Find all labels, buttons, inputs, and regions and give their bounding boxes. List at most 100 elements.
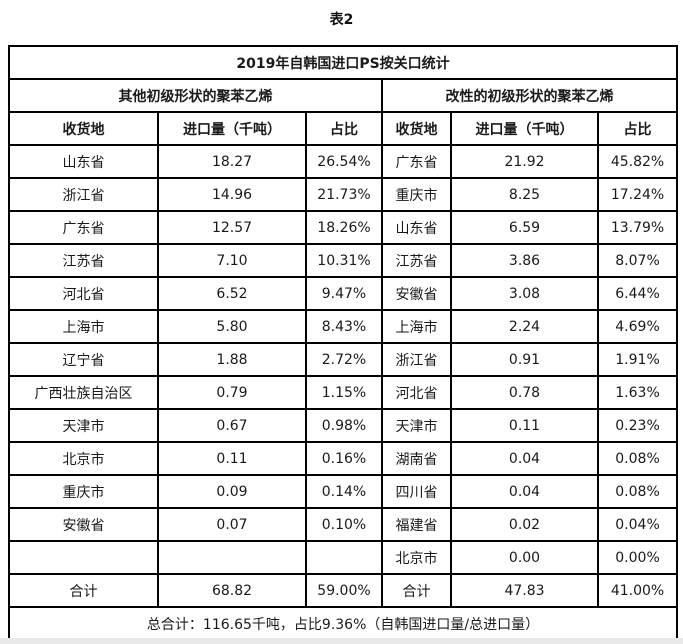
- left-share-cell: 0.98%: [305, 408, 383, 443]
- table-caption: 表2: [329, 12, 354, 28]
- right-region-cell: 四川省: [381, 474, 452, 509]
- right-share-cell: 0.00%: [596, 540, 679, 575]
- right-share-cell: 0.08%: [596, 441, 679, 476]
- right-region-cell: 天津市: [381, 408, 452, 443]
- right-share-cell: 1.91%: [596, 342, 679, 377]
- right-volume-cell: 0.02: [450, 507, 599, 542]
- left-volume-cell: 1.88: [157, 342, 307, 377]
- table-row: 江苏省 7.10 10.31% 江苏省 3.86 8.07%: [8, 243, 679, 278]
- table-row: 上海市 5.80 8.43% 上海市 2.24 4.69%: [8, 309, 679, 344]
- section-header-left: 其他初级形状的聚苯乙烯: [8, 78, 383, 113]
- left-region-cell: [8, 540, 159, 575]
- total-row: 合计 68.82 59.00% 合计 47.83 41.00%: [8, 573, 679, 608]
- table-row: 天津市 0.67 0.98% 天津市 0.11 0.23%: [8, 408, 679, 443]
- left-region-cell: 天津市: [8, 408, 159, 443]
- col-header-volume-right: 进口量（千吨）: [450, 111, 599, 146]
- left-volume-cell: 14.96: [157, 177, 307, 212]
- left-volume-cell: 0.11: [157, 441, 307, 476]
- right-volume-cell: 3.08: [450, 276, 599, 311]
- left-volume-cell: 0.79: [157, 375, 307, 410]
- table-row: 重庆市 0.09 0.14% 四川省 0.04 0.08%: [8, 474, 679, 509]
- left-share-cell: 2.72%: [305, 342, 383, 377]
- total-label-left: 合计: [8, 573, 159, 608]
- left-volume-cell: 0.09: [157, 474, 307, 509]
- left-region-cell: 辽宁省: [8, 342, 159, 377]
- table-row: 河北省 6.52 9.47% 安徽省 3.08 6.44%: [8, 276, 679, 311]
- left-share-cell: [305, 540, 383, 575]
- right-volume-cell: 0.04: [450, 474, 599, 509]
- right-volume-cell: 0.11: [450, 408, 599, 443]
- page-bottom-edge: [0, 638, 683, 644]
- right-volume-cell: 0.04: [450, 441, 599, 476]
- col-header-region-left: 收货地: [8, 111, 159, 146]
- right-share-cell: 13.79%: [596, 210, 679, 245]
- right-volume-cell: 2.24: [450, 309, 599, 344]
- table-row: 广东省 12.57 18.26% 山东省 6.59 13.79%: [8, 210, 679, 245]
- left-share-cell: 9.47%: [305, 276, 383, 311]
- right-share-cell: 0.08%: [596, 474, 679, 509]
- right-region-cell: 河北省: [381, 375, 452, 410]
- table-title: 2019年自韩国进口PS按关口统计: [7, 45, 679, 80]
- section-header-right: 改性的初级形状的聚苯乙烯: [380, 78, 679, 113]
- total-volume-left: 68.82: [157, 573, 307, 608]
- right-region-cell: 浙江省: [381, 342, 452, 377]
- right-share-cell: 0.04%: [596, 507, 679, 542]
- right-region-cell: 江苏省: [381, 243, 452, 278]
- right-share-cell: 8.07%: [596, 243, 679, 278]
- total-label-right: 合计: [381, 573, 452, 608]
- left-region-cell: 江苏省: [8, 243, 159, 278]
- left-volume-cell: 18.27: [157, 144, 307, 179]
- right-volume-cell: 0.78: [450, 375, 599, 410]
- right-region-cell: 福建省: [381, 507, 452, 542]
- right-share-cell: 45.82%: [596, 144, 679, 179]
- left-share-cell: 26.54%: [305, 144, 383, 179]
- left-volume-cell: 6.52: [157, 276, 307, 311]
- left-volume-cell: 7.10: [157, 243, 307, 278]
- right-region-cell: 山东省: [381, 210, 452, 245]
- left-share-cell: 0.10%: [305, 507, 383, 542]
- total-share-left: 59.00%: [305, 573, 383, 608]
- right-share-cell: 4.69%: [596, 309, 679, 344]
- right-region-cell: 广东省: [381, 144, 452, 179]
- table-row: 广西壮族自治区 0.79 1.15% 河北省 0.78 1.63%: [8, 375, 679, 410]
- grand-total-text: 总合计：116.65千吨，占比9.36%（自韩国进口量/总进口量）: [7, 606, 679, 641]
- right-share-cell: 0.23%: [596, 408, 679, 443]
- col-header-share-left: 占比: [305, 111, 383, 146]
- left-region-cell: 北京市: [8, 441, 159, 476]
- table-row: 浙江省 14.96 21.73% 重庆市 8.25 17.24%: [8, 177, 679, 212]
- ps-import-stats-table: 2019年自韩国进口PS按关口统计 其他初级形状的聚苯乙烯 改性的初级形状的聚苯…: [7, 45, 679, 641]
- left-share-cell: 18.26%: [305, 210, 383, 245]
- left-share-cell: 0.14%: [305, 474, 383, 509]
- right-share-cell: 17.24%: [596, 177, 679, 212]
- table-row: 安徽省 0.07 0.10% 福建省 0.02 0.04%: [8, 507, 679, 542]
- right-volume-cell: 0.91: [450, 342, 599, 377]
- table-row: 北京市 0.00 0.00%: [8, 540, 679, 575]
- table-row: 山东省 18.27 26.54% 广东省 21.92 45.82%: [8, 144, 679, 179]
- left-share-cell: 10.31%: [305, 243, 383, 278]
- total-share-right: 41.00%: [596, 573, 679, 608]
- left-share-cell: 1.15%: [305, 375, 383, 410]
- right-volume-cell: 0.00: [450, 540, 599, 575]
- col-header-share-right: 占比: [596, 111, 679, 146]
- table-title-row: 2019年自韩国进口PS按关口统计: [7, 45, 679, 80]
- col-header-volume-left: 进口量（千吨）: [157, 111, 307, 146]
- left-region-cell: 安徽省: [8, 507, 159, 542]
- right-share-cell: 6.44%: [596, 276, 679, 311]
- left-volume-cell: 12.57: [157, 210, 307, 245]
- right-region-cell: 上海市: [381, 309, 452, 344]
- left-region-cell: 广西壮族自治区: [8, 375, 159, 410]
- left-region-cell: 河北省: [8, 276, 159, 311]
- left-region-cell: 浙江省: [8, 177, 159, 212]
- left-region-cell: 上海市: [8, 309, 159, 344]
- right-volume-cell: 21.92: [450, 144, 599, 179]
- right-region-cell: 湖南省: [381, 441, 452, 476]
- right-volume-cell: 8.25: [450, 177, 599, 212]
- table-row: 北京市 0.11 0.16% 湖南省 0.04 0.08%: [8, 441, 679, 476]
- left-region-cell: 重庆市: [8, 474, 159, 509]
- left-volume-cell: [157, 540, 307, 575]
- total-volume-right: 47.83: [450, 573, 599, 608]
- right-region-cell: 北京市: [381, 540, 452, 575]
- right-region-cell: 重庆市: [381, 177, 452, 212]
- left-region-cell: 广东省: [8, 210, 159, 245]
- left-share-cell: 21.73%: [305, 177, 383, 212]
